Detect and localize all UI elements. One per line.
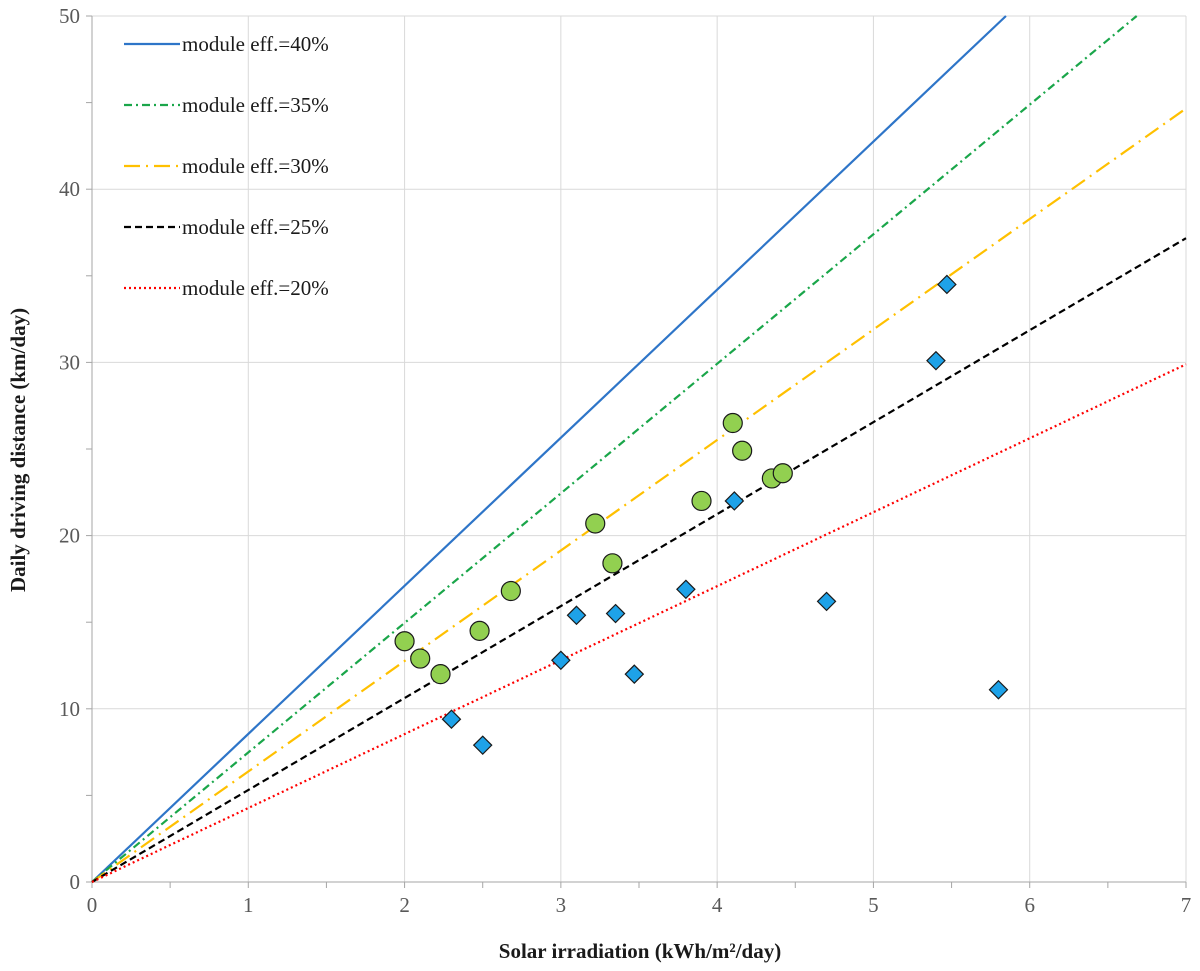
- axes: 0 1 2 3 4 5 6 7 0 10 20 30 40 50: [59, 4, 1191, 917]
- efficiency-line-3: [91, 107, 1187, 883]
- x-tick-label: 2: [399, 893, 410, 917]
- diamond-point: [624, 664, 645, 685]
- legend-label-3: module eff.=30%: [182, 154, 329, 178]
- diamond-point: [926, 350, 946, 371]
- x-axis-title: Solar irradiation (kWh/m²/day): [499, 939, 781, 963]
- y-axis-title: Daily driving distance (km/day): [6, 308, 30, 592]
- diamond-point: [605, 603, 626, 624]
- x-tick-label: 7: [1181, 893, 1192, 917]
- legend-label-5: module eff.=20%: [182, 276, 329, 300]
- efficiency-line-1: [91, 15, 1007, 883]
- legend-label-4: module eff.=25%: [182, 215, 329, 239]
- diamond-point: [816, 591, 837, 612]
- legend-label-2: module eff.=35%: [182, 93, 329, 117]
- x-tick-label: 6: [1024, 893, 1035, 917]
- circle-point: [430, 664, 451, 685]
- diamond-point: [937, 274, 957, 295]
- circle-point: [772, 463, 793, 484]
- y-tick-label: 10: [59, 697, 80, 721]
- y-tick-label: 20: [59, 524, 80, 548]
- circle-point: [722, 412, 743, 434]
- grid: [92, 15, 1187, 882]
- y-tick-label: 0: [70, 870, 81, 894]
- efficiency-line-5: [91, 363, 1187, 883]
- diamond-point: [988, 679, 1009, 700]
- y-tick-label: 50: [59, 4, 80, 28]
- x-tick-label: 1: [243, 893, 254, 917]
- circle-point: [602, 553, 623, 574]
- circle-point: [500, 580, 521, 602]
- x-tick-label: 4: [712, 893, 723, 917]
- circle-point: [732, 440, 753, 461]
- circle-point: [410, 648, 431, 669]
- y-tick-label: 40: [59, 177, 80, 201]
- efficiency-line-4: [91, 237, 1187, 883]
- data-points: [394, 274, 1009, 756]
- diamond-point: [724, 491, 745, 511]
- circle-point: [691, 490, 712, 512]
- diamond-point: [551, 650, 571, 671]
- x-tick-label: 5: [868, 893, 879, 917]
- circle-point: [469, 620, 490, 641]
- circle-point: [585, 513, 606, 534]
- legend-label-1: module eff.=40%: [182, 32, 329, 56]
- x-tick-label: 3: [556, 893, 567, 917]
- diamond-point: [566, 605, 587, 626]
- diamond-point: [441, 709, 462, 730]
- y-tick-label: 30: [59, 350, 80, 374]
- circle-point: [394, 631, 415, 652]
- efficiency-line-2: [91, 15, 1138, 883]
- legend: module eff.=40% module eff.=35% module eff…: [124, 32, 329, 300]
- x-tick-label: 0: [87, 893, 98, 917]
- efficiency-lines: [91, 15, 1187, 883]
- diamond-point: [472, 735, 493, 756]
- diamond-point: [676, 579, 696, 600]
